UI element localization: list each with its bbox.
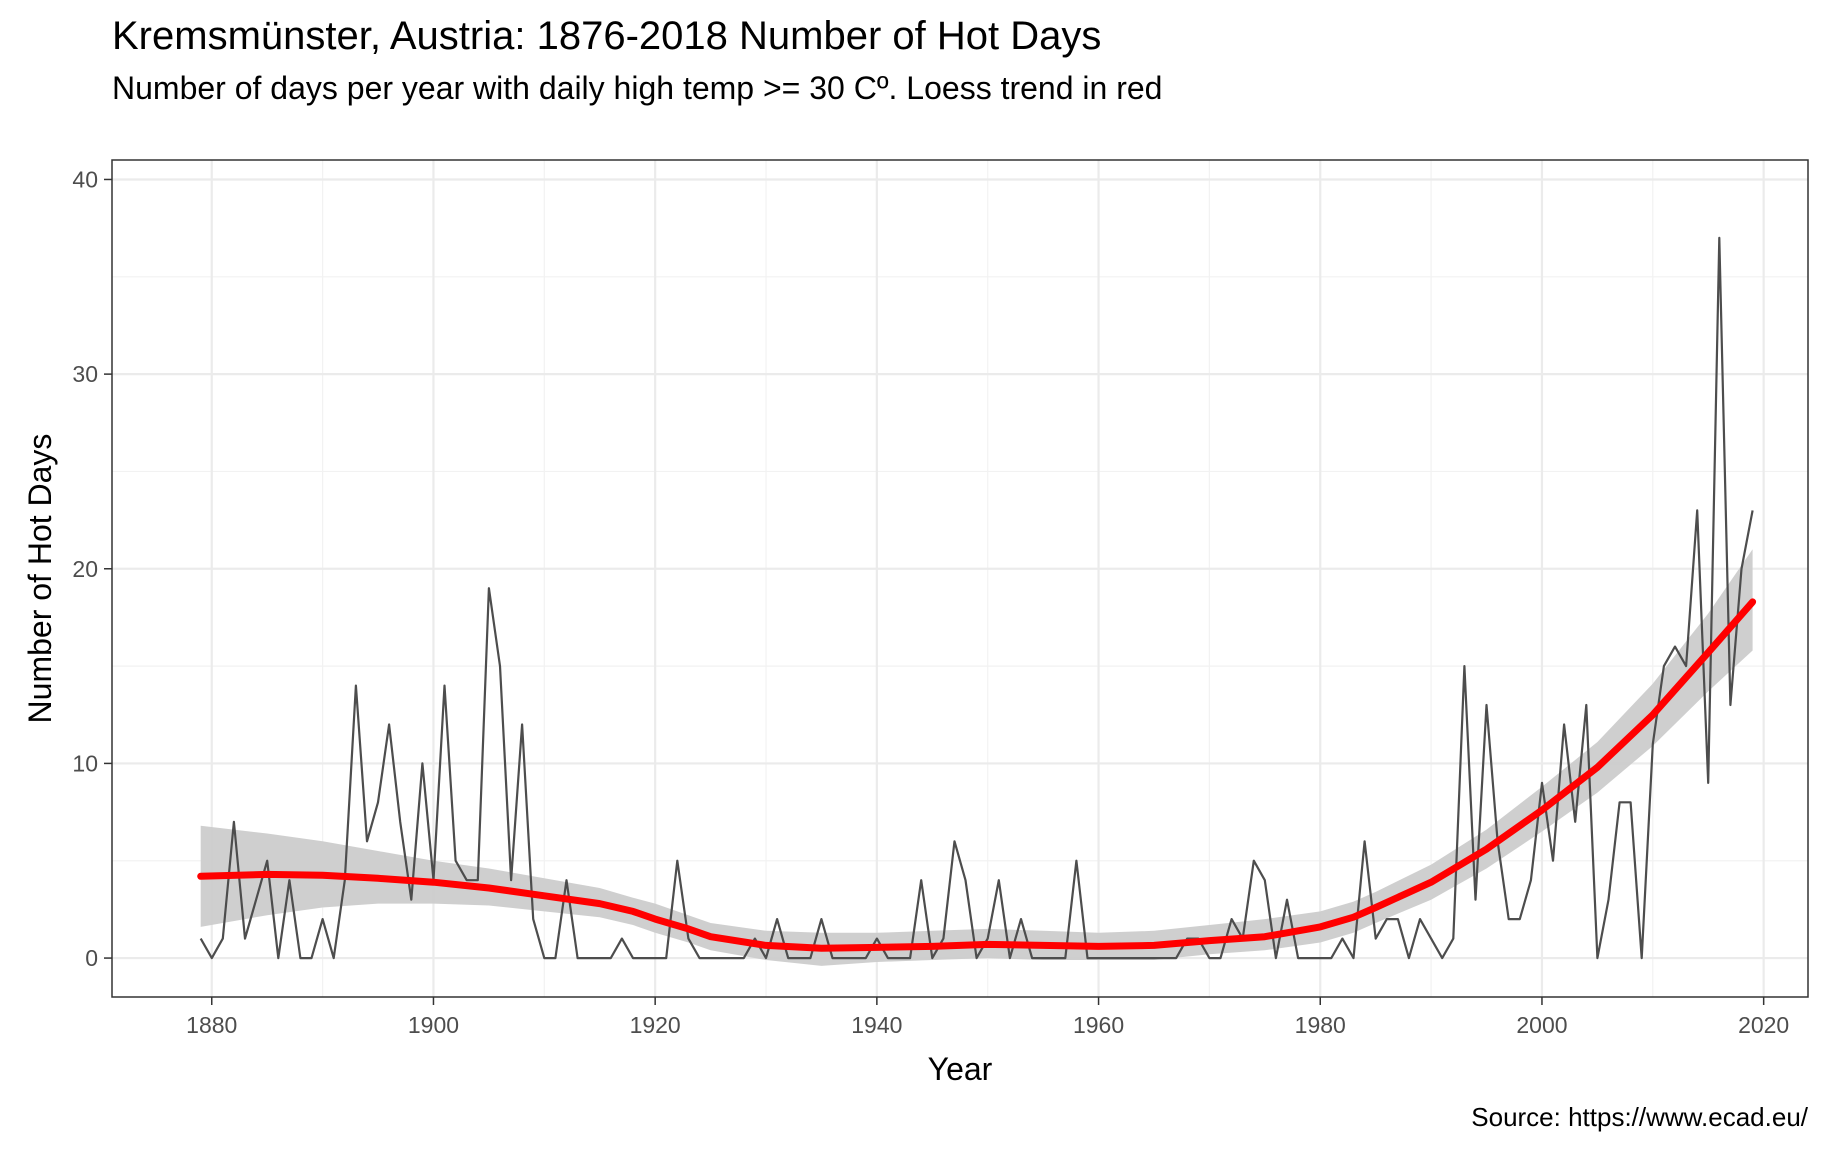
- x-tick-label: 1880: [186, 1012, 237, 1038]
- chart-subtitle: Number of days per year with daily high …: [112, 70, 1163, 106]
- axis-ticks: [104, 178, 1765, 1005]
- x-tick-label: 1940: [851, 1012, 902, 1038]
- y-tick-label: 20: [72, 556, 98, 582]
- y-tick-label: 0: [85, 945, 98, 971]
- source-caption: Source: https://www.ecad.eu/: [1471, 1102, 1808, 1132]
- chart-title: Kremsmünster, Austria: 1876-2018 Number …: [112, 14, 1102, 58]
- major-gridlines: [112, 160, 1808, 997]
- panel-border: [111, 159, 1809, 998]
- x-tick-label: 1960: [1073, 1012, 1124, 1038]
- x-axis-title: Year: [928, 1051, 993, 1087]
- axis-tick-labels: 1880 1900 1920 1940 1960 1980 2000 2020 0 10 20 30 4…: [72, 166, 1789, 1038]
- hot-days-series-line: [199, 236, 1754, 960]
- x-tick-label: 1980: [1295, 1012, 1346, 1038]
- x-tick-label: 2000: [1516, 1012, 1567, 1038]
- y-tick-label: 40: [72, 166, 98, 192]
- x-tick-label: 1900: [408, 1012, 459, 1038]
- y-axis-title: Number of Hot Days: [22, 434, 58, 724]
- y-tick-label: 10: [72, 750, 98, 776]
- x-tick-label: 2020: [1738, 1012, 1789, 1038]
- plot-layer: [197, 236, 1757, 966]
- loess-trend-line: [197, 598, 1757, 952]
- y-tick-label: 30: [72, 361, 98, 387]
- x-tick-label: 1920: [630, 1012, 681, 1038]
